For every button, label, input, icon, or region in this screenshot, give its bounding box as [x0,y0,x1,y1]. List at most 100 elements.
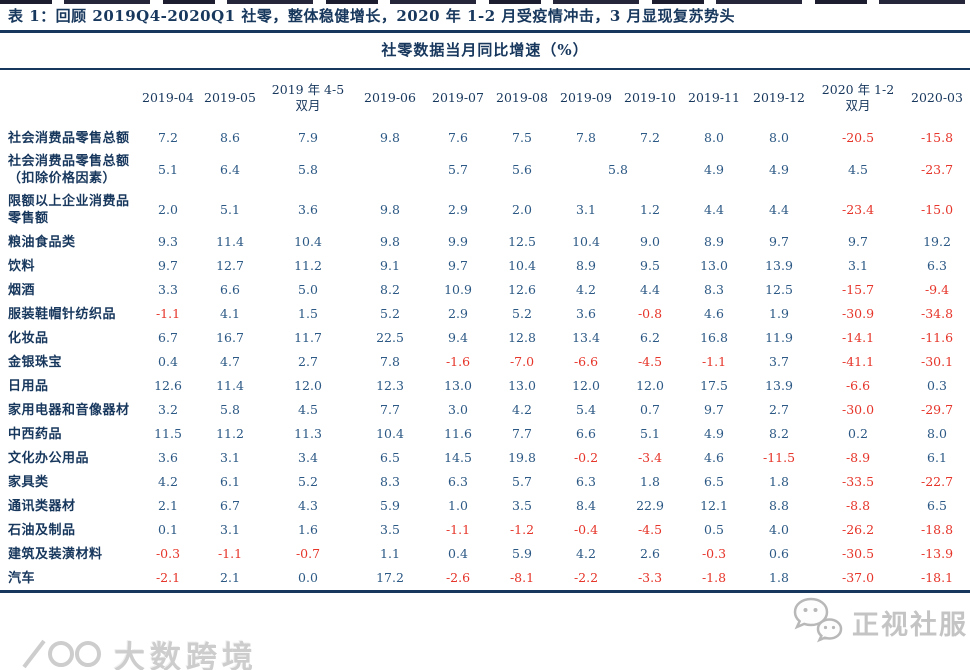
data-cell: 3.0 [448,402,468,417]
row-label: 家具类 [8,474,49,490]
data-cell: 4.2 [576,282,596,297]
data-cell: -1.2 [509,522,535,537]
table-row: 石油及制品 0.1 3.1 1.6 3.5 -1.1 -1.2 -0.4 -4.5 0.5 4.0 -… [0,518,970,542]
table-row: 汽车 -2.1 2.1 0.0 17.2 -2.6 -8.1 -2.2 -3.3 -1.8 1.8 -… [0,566,970,592]
data-cell: 9.7 [848,234,868,249]
subtitle-divider [0,68,970,70]
data-cell: -8.1 [509,570,535,585]
data-cell: -18.8 [920,522,954,537]
row-label: 中西药品 [8,426,63,442]
data-cell: 12.1 [700,498,728,513]
data-cell: 6.3 [576,474,596,489]
data-cell: 0.4 [448,546,468,561]
data-cell: 3.1 [848,258,868,273]
data-cell: 12.6 [154,378,182,393]
data-cell: 11.6 [444,426,472,441]
data-cell: 6.4 [220,162,240,177]
data-cell: -0.4 [573,522,599,537]
data-cell: 8.0 [927,426,947,441]
table-row: 文化办公用品 3.6 3.1 3.4 6.5 14.5 19.8 -0.2 -3.4 4.6 -11… [0,446,970,470]
data-cell: 7.6 [448,130,468,145]
data-cell: 4.6 [704,450,724,465]
column-header: 2019 年 4-5 双月 [271,82,345,113]
data-cell: 6.6 [576,426,596,441]
data-cell: 12.6 [508,282,536,297]
data-cell: 9.4 [448,330,468,345]
data-cell: 0.6 [769,546,789,561]
data-cell: 9.0 [640,234,660,249]
data-cell: 5.7 [448,162,468,177]
wechat-icon [793,597,843,643]
data-cell: 10.4 [376,426,404,441]
data-cell: 4.2 [576,546,596,561]
data-cell: 12.7 [216,258,244,273]
data-cell: 10.4 [572,234,600,249]
data-cell: -15.0 [920,202,954,217]
column-header: 2019-11 [688,90,740,105]
table-row: 粮油食品类 9.3 11.4 10.4 9.8 9.9 12.5 10.4 9.0 8.9 9.7 9… [0,230,970,254]
data-cell: 2.0 [512,202,532,217]
data-cell: -2.6 [445,570,471,585]
data-cell: 16.8 [700,330,728,345]
data-cell: 1.8 [640,474,660,489]
column-header: 2019-06 [364,90,416,105]
data-cell: -1.1 [217,546,243,561]
row-label: 服装鞋帽针纺织品 [8,306,117,322]
data-cell: -7.0 [509,354,535,369]
data-cell: -4.5 [637,354,663,369]
row-label: 化妆品 [8,330,49,346]
data-cell: 0.1 [158,522,178,537]
data-cell: 14.5 [444,450,472,465]
data-cell: 6.3 [927,258,947,273]
row-label: 建筑及装潢材料 [8,546,103,562]
column-header: 2019-10 [624,90,676,105]
data-cell: -9.4 [924,282,950,297]
data-cell: 7.2 [158,130,178,145]
data-cell: 6.1 [220,474,240,489]
data-cell: -0.3 [155,546,181,561]
data-cell: 8.3 [704,282,724,297]
data-cell: 4.4 [769,202,789,217]
data-cell: 12.3 [376,378,404,393]
data-cell: -15.8 [920,130,954,145]
data-cell: 5.2 [380,306,400,321]
data-cell: 11.2 [216,426,244,441]
data-cell: 3.1 [576,202,596,217]
title-divider [0,30,970,33]
data-cell: -1.1 [155,306,181,321]
data-cell: -13.9 [920,546,954,561]
data-cell: 9.8 [380,202,400,217]
data-cell: 9.8 [380,234,400,249]
data-cell: 8.4 [576,498,596,513]
data-cell: 17.2 [376,570,404,585]
data-cell: 5.2 [298,474,318,489]
data-cell: 3.6 [298,202,318,217]
data-cell: -1.6 [445,354,471,369]
data-cell: 11.7 [294,330,322,345]
data-cell: 4.6 [704,306,724,321]
column-header: 2019-08 [496,90,548,105]
data-cell: 5.1 [220,202,240,217]
data-cell: 6.6 [220,282,240,297]
data-cell: -3.3 [637,570,663,585]
data-cell: 9.5 [640,258,660,273]
data-cell: 1.5 [298,306,318,321]
data-cell: 4.9 [704,426,724,441]
data-cell: 6.1 [927,450,947,465]
dashu-logo-icon [22,639,101,668]
data-cell: 1.9 [769,306,789,321]
column-header: 2020 年 1-2 双月 [821,82,895,113]
data-cell: 4.4 [640,282,660,297]
data-cell: 4.7 [220,354,240,369]
data-cell: 8.6 [220,130,240,145]
data-cell: 0.2 [848,426,868,441]
column-header: 2019-05 [204,90,256,105]
data-cell: 1.1 [380,546,400,561]
data-cell: 5.2 [512,306,532,321]
row-label: 粮油食品类 [8,234,76,250]
data-cell: 8.9 [576,258,596,273]
data-cell: -41.1 [841,354,875,369]
data-cell: 7.7 [380,402,400,417]
table-row: 饮料 9.7 12.7 11.2 9.1 9.7 10.4 8.9 9.5 13.0 13.9 3.1… [0,254,970,278]
data-cell: 2.9 [448,306,468,321]
